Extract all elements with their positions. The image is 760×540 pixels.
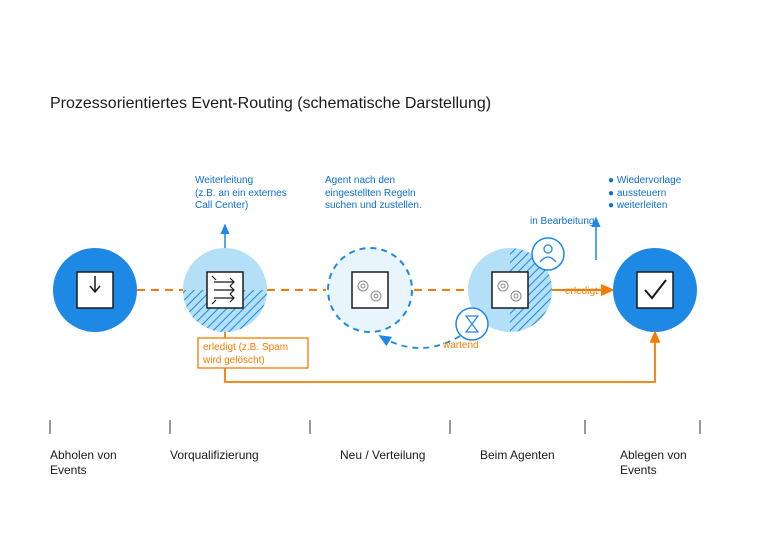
stage-label-2: Vorqualifizierung xyxy=(170,448,259,463)
anno-inbearbeitung: in Bearbeitung xyxy=(530,216,595,229)
badge-wartend xyxy=(456,308,488,340)
anno-erledigt-spam: erledigt (z.B. Spam wird gelöscht) xyxy=(203,342,288,367)
node-verteilung xyxy=(328,248,412,332)
stage-label-3: Neu / Verteilung xyxy=(340,448,425,463)
stage-ticks xyxy=(50,420,700,434)
stage-label-4: Beim Agenten xyxy=(480,448,555,463)
node-vorqualifizierung xyxy=(183,248,267,332)
anno-wartend: wartend xyxy=(443,340,479,353)
anno-bullets: ● Wiedervorlage ● aussteuern ● weiterlei… xyxy=(608,175,681,213)
stage-label-1: Abholen vonEvents xyxy=(50,448,117,478)
badge-inbearbeitung xyxy=(532,238,564,270)
anno-weiterleitung: Weiterleitung (z.B. an ein externes Call… xyxy=(195,175,287,213)
node-abholen xyxy=(53,248,137,332)
stage-label-5: Ablegen vonEvents xyxy=(620,448,687,478)
anno-agent-regeln: Agent nach den eingestellten Regeln such… xyxy=(325,175,422,213)
node-ablegen xyxy=(613,248,697,332)
anno-erledigt: erledigt xyxy=(565,286,598,299)
